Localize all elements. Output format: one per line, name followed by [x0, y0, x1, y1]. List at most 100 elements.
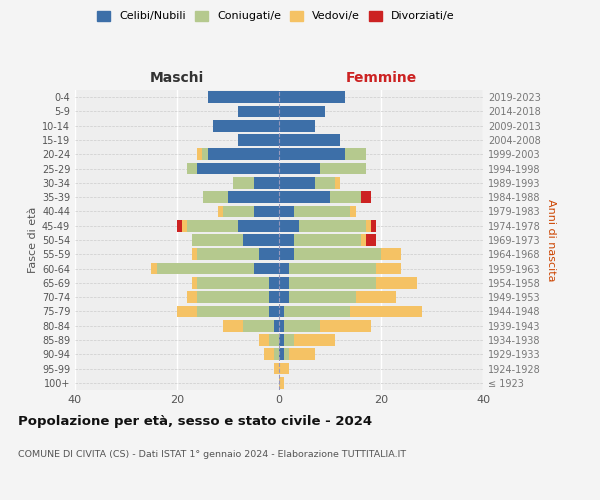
Bar	[193, 248, 197, 260]
Bar	[228, 192, 279, 203]
Bar	[259, 248, 279, 260]
Bar	[279, 262, 289, 274]
Bar	[203, 148, 208, 160]
Bar	[279, 192, 330, 203]
Bar	[356, 292, 397, 303]
Bar	[361, 234, 366, 246]
Bar	[279, 120, 315, 132]
Bar	[238, 106, 279, 118]
Bar	[315, 177, 335, 188]
Bar	[295, 234, 361, 246]
Bar	[157, 262, 254, 274]
Bar	[279, 106, 325, 118]
Bar	[279, 348, 284, 360]
Bar	[289, 348, 315, 360]
Bar	[182, 220, 187, 232]
Bar	[279, 220, 299, 232]
Bar	[284, 334, 295, 346]
Bar	[244, 320, 274, 332]
Bar	[366, 234, 376, 246]
Bar	[187, 292, 197, 303]
Bar	[269, 277, 279, 288]
Bar	[269, 334, 279, 346]
Bar	[213, 120, 279, 132]
Bar	[279, 362, 289, 374]
Bar	[197, 306, 269, 318]
Bar	[279, 377, 284, 388]
Bar	[279, 320, 284, 332]
Bar	[289, 277, 376, 288]
Bar	[254, 177, 279, 188]
Bar	[295, 248, 381, 260]
Legend: Celibi/Nubili, Coniugati/e, Vedovi/e, Divorziati/e: Celibi/Nubili, Coniugati/e, Vedovi/e, Di…	[97, 10, 455, 22]
Bar	[279, 134, 340, 146]
Bar	[193, 234, 244, 246]
Bar	[197, 292, 269, 303]
Bar	[274, 348, 279, 360]
Bar	[208, 92, 279, 103]
Bar	[279, 248, 295, 260]
Bar	[279, 162, 320, 174]
Bar	[254, 206, 279, 218]
Bar	[330, 192, 361, 203]
Bar	[177, 220, 182, 232]
Bar	[223, 206, 254, 218]
Bar	[289, 262, 376, 274]
Bar	[269, 292, 279, 303]
Bar	[197, 248, 259, 260]
Bar	[238, 134, 279, 146]
Bar	[279, 148, 346, 160]
Text: COMUNE DI CIVITA (CS) - Dati ISTAT 1° gennaio 2024 - Elaborazione TUTTITALIA.IT: COMUNE DI CIVITA (CS) - Dati ISTAT 1° ge…	[18, 450, 406, 459]
Bar	[366, 220, 371, 232]
Bar	[279, 306, 284, 318]
Bar	[218, 206, 223, 218]
Bar	[279, 92, 346, 103]
Bar	[320, 162, 366, 174]
Bar	[284, 348, 289, 360]
Bar	[279, 177, 315, 188]
Text: Popolazione per età, sesso e stato civile - 2024: Popolazione per età, sesso e stato civil…	[18, 415, 372, 428]
Bar	[284, 320, 320, 332]
Bar	[264, 348, 274, 360]
Bar	[259, 334, 269, 346]
Bar	[254, 262, 279, 274]
Text: Femmine: Femmine	[346, 71, 416, 85]
Bar	[203, 192, 228, 203]
Bar	[320, 320, 371, 332]
Bar	[381, 248, 401, 260]
Bar	[152, 262, 157, 274]
Bar	[299, 220, 366, 232]
Bar	[376, 262, 401, 274]
Bar	[274, 320, 279, 332]
Bar	[279, 292, 289, 303]
Bar	[279, 234, 295, 246]
Bar	[346, 148, 366, 160]
Bar	[197, 148, 203, 160]
Bar	[274, 362, 279, 374]
Bar	[361, 192, 371, 203]
Bar	[238, 220, 279, 232]
Bar	[335, 177, 340, 188]
Bar	[208, 148, 279, 160]
Bar	[350, 206, 356, 218]
Bar	[371, 220, 376, 232]
Bar	[350, 306, 422, 318]
Bar	[279, 334, 284, 346]
Bar	[284, 306, 350, 318]
Bar	[193, 277, 197, 288]
Bar	[295, 206, 350, 218]
Bar	[279, 206, 295, 218]
Bar	[289, 292, 356, 303]
Bar	[197, 162, 279, 174]
Bar	[233, 177, 254, 188]
Bar	[187, 162, 197, 174]
Text: Maschi: Maschi	[150, 71, 204, 85]
Bar	[223, 320, 244, 332]
Bar	[177, 306, 197, 318]
Bar	[269, 306, 279, 318]
Bar	[279, 277, 289, 288]
Y-axis label: Anni di nascita: Anni di nascita	[546, 198, 556, 281]
Y-axis label: Fasce di età: Fasce di età	[28, 207, 38, 273]
Bar	[244, 234, 279, 246]
Bar	[376, 277, 417, 288]
